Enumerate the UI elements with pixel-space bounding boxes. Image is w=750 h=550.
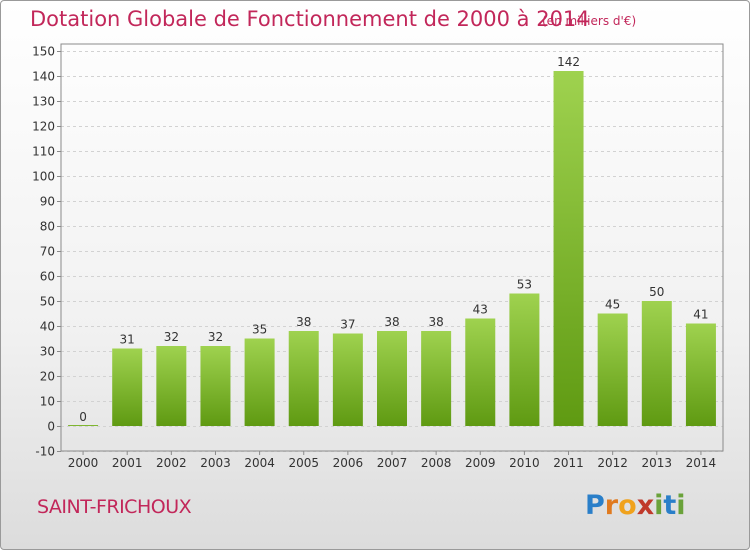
y-tick-label: 120 (32, 120, 55, 134)
bar-2005 (288, 331, 319, 426)
x-tick-label: 2010 (509, 456, 540, 470)
proxiti-logo[interactable]: Proxiti (585, 490, 686, 521)
bar-value-label: 37 (340, 318, 355, 332)
bar-2010 (509, 293, 540, 426)
y-tick-label: 30 (40, 345, 55, 359)
x-tick-label: 2013 (642, 456, 673, 470)
x-axis-ticks: 2000 2001 2002 2003 2004 2005 2006 2007 2008 2009… (68, 451, 716, 470)
y-tick-label: 140 (32, 70, 55, 84)
chart-title: Dotation Globale de Fonctionnement de 20… (30, 7, 590, 31)
bar-2000 (68, 425, 99, 426)
y-tick-label: 130 (32, 95, 55, 109)
bar-value-label: 41 (693, 308, 708, 322)
bar-value-label: 45 (605, 298, 620, 312)
y-tick-label: 20 (40, 370, 55, 384)
x-tick-label: 2001 (112, 456, 143, 470)
bar-value-label: 53 (517, 278, 532, 292)
y-tick-label: -10 (35, 445, 55, 459)
bar-value-label: 38 (296, 315, 311, 329)
town-name: SAINT-FRICHOUX (37, 496, 192, 518)
bar-value-label: 50 (649, 285, 664, 299)
bar-2013 (641, 301, 672, 426)
bar-2008 (421, 331, 452, 426)
x-tick-label: 2005 (288, 456, 319, 470)
y-axis-ticks: -10 0 10 20 30 40 50 60 70 80 90 100 110 120 130 140 150 (32, 45, 61, 459)
y-tick-label: 60 (40, 270, 55, 284)
bar-2012 (597, 313, 628, 426)
bar-2009 (465, 318, 496, 426)
bar-2011 (553, 71, 584, 426)
y-tick-label: 10 (40, 395, 55, 409)
bar-value-label: 35 (252, 323, 267, 337)
y-tick-label: 110 (32, 145, 55, 159)
chart-subtitle: (en milliers d'€) (542, 14, 637, 28)
y-tick-label: 90 (40, 195, 55, 209)
y-tick-label: 0 (47, 420, 55, 434)
bars: 0 31 32 32 35 38 37 38 38 43 53 142 45 50 41 (68, 55, 716, 426)
y-tick-label: 150 (32, 45, 55, 59)
bar-2007 (377, 331, 407, 426)
bar-value-label: 0 (79, 410, 87, 424)
bar-value-label: 32 (164, 330, 179, 344)
bar-2014 (685, 323, 716, 426)
bar-value-label: 38 (384, 315, 399, 329)
x-tick-label: 2008 (421, 456, 452, 470)
x-tick-label: 2012 (597, 456, 628, 470)
bar-2002 (156, 346, 187, 426)
bar-value-label: 142 (557, 55, 580, 69)
y-tick-label: 70 (40, 245, 55, 259)
x-tick-label: 2006 (333, 456, 364, 470)
bar-value-label: 38 (428, 315, 443, 329)
y-tick-label: 80 (40, 220, 55, 234)
bar-value-label: 32 (208, 330, 223, 344)
bar-2003 (200, 346, 231, 426)
x-tick-label: 2000 (68, 456, 99, 470)
bar-value-label: 43 (473, 303, 488, 317)
x-tick-label: 2002 (156, 456, 187, 470)
y-tick-label: 40 (40, 320, 55, 334)
x-tick-label: 2009 (465, 456, 496, 470)
x-tick-label: 2003 (200, 456, 231, 470)
x-tick-label: 2011 (553, 456, 584, 470)
y-tick-label: 100 (32, 170, 55, 184)
bar-value-label: 31 (120, 333, 135, 347)
y-tick-label: 50 (40, 295, 55, 309)
bar-2001 (112, 348, 143, 426)
x-tick-label: 2014 (686, 456, 717, 470)
plot-border (60, 43, 724, 452)
x-tick-label: 2007 (377, 456, 408, 470)
x-tick-label: 2004 (244, 456, 275, 470)
bar-2006 (332, 333, 363, 426)
bar-2004 (244, 338, 275, 426)
